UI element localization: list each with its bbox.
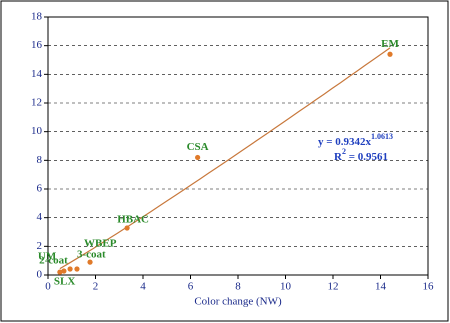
x-tick-label: 8 bbox=[235, 281, 241, 293]
r2-prefix: R bbox=[334, 151, 343, 163]
point-label: EM bbox=[381, 38, 399, 50]
trendline bbox=[59, 47, 391, 270]
r2-sup: 2 bbox=[342, 147, 346, 156]
x-tick-label: 16 bbox=[423, 281, 435, 293]
point bbox=[124, 225, 130, 231]
x-tick-label: 0 bbox=[45, 281, 51, 293]
y-tick-label: 16 bbox=[31, 39, 43, 51]
point bbox=[195, 154, 201, 161]
y-tick-label: 2 bbox=[37, 240, 43, 252]
equation-exponent: 1.0613 bbox=[371, 132, 393, 141]
point-label: HBAC bbox=[117, 214, 149, 226]
equation-text: y = 0.9342x bbox=[318, 136, 372, 148]
point-label: CSA bbox=[187, 141, 209, 153]
point-label: 3-coat bbox=[77, 249, 106, 261]
y-tick-label: 6 bbox=[37, 183, 43, 195]
y-tick-label: 0 bbox=[37, 269, 43, 281]
x-tick-label: 14 bbox=[375, 281, 387, 293]
x-axis-title: Color change (NW) bbox=[194, 296, 282, 308]
point bbox=[57, 269, 63, 275]
point-label: SLX bbox=[54, 276, 75, 288]
x-tick-label: 6 bbox=[188, 281, 194, 293]
y-tick-label: 14 bbox=[31, 68, 43, 80]
point bbox=[61, 268, 67, 274]
point bbox=[67, 266, 73, 272]
x-tick-label: 2 bbox=[93, 281, 99, 293]
x-tick-label: 10 bbox=[280, 281, 292, 293]
r2-text: = 0.9561 bbox=[346, 151, 388, 163]
y-tick-label: 4 bbox=[37, 211, 43, 223]
x-tick-label: 12 bbox=[328, 281, 339, 293]
point-label: 2-coat bbox=[39, 255, 68, 267]
point bbox=[74, 266, 80, 272]
y-tick-label: 8 bbox=[37, 154, 43, 166]
trend-equation: y = 0.9342x1.0613 bbox=[318, 132, 393, 148]
y-tick-label: 12 bbox=[31, 97, 42, 109]
point bbox=[87, 259, 93, 265]
y-tick-label: 10 bbox=[31, 125, 43, 137]
point bbox=[387, 51, 393, 57]
point-label: WBEP bbox=[84, 238, 117, 250]
point-label: UM bbox=[38, 251, 57, 263]
trend-r2: R2 = 0.9561 bbox=[334, 147, 388, 163]
x-tick-label: 4 bbox=[140, 281, 146, 293]
y-tick-label: 18 bbox=[31, 11, 43, 23]
